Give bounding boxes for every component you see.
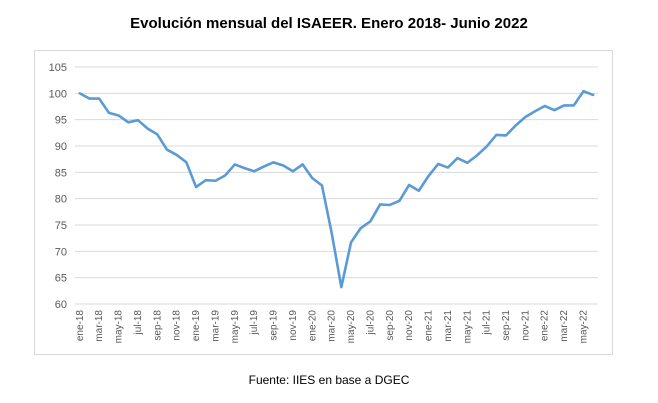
x-tick-label: nov-20: [404, 310, 415, 341]
x-tick-label: mar-21: [443, 310, 454, 342]
y-tick-label: 80: [55, 194, 67, 206]
y-axis-ticks: 60 65 70 75 80 85 90 95 100 105: [49, 62, 67, 311]
x-tick-label: jul-19: [249, 310, 260, 336]
y-tick-label: 75: [55, 220, 67, 232]
x-tick-label: nov-18: [172, 310, 183, 341]
x-tick-label: ene-19: [191, 310, 202, 342]
y-tick-label: 95: [55, 115, 67, 127]
x-tick-label: may-20: [346, 310, 357, 344]
x-tick-label: jul-21: [482, 310, 493, 336]
x-tick-label: ene-21: [424, 310, 435, 342]
source-note: Fuente: IIES en base a DGEC: [248, 373, 410, 387]
x-tick-label: jul-20: [365, 310, 376, 336]
x-tick-label: sep-20: [385, 310, 396, 341]
x-tick-label: may-19: [230, 310, 241, 344]
chart-title: Evolución mensual del ISAEER. Enero 2018…: [130, 15, 528, 32]
chart-border: [34, 50, 613, 355]
x-tick-label: nov-19: [288, 310, 299, 341]
x-tick-label: sep-18: [152, 310, 163, 341]
x-tick-label: ene-18: [75, 310, 86, 342]
x-tick-label: mar-19: [210, 310, 221, 342]
x-tick-label: may-22: [578, 310, 589, 344]
x-tick-label: ene-22: [540, 310, 551, 342]
y-tick-label: 65: [55, 273, 67, 285]
x-tick-label: may-21: [462, 310, 473, 344]
x-tick-label: sep-19: [269, 310, 280, 341]
x-tick-label: may-18: [114, 310, 125, 344]
y-tick-label: 100: [49, 88, 67, 100]
y-tick-label: 105: [49, 62, 67, 74]
x-axis-ticks: ene-18 mar-18 may-18 jul-18 sep-18 nov-18 ene-…: [75, 310, 590, 344]
series-line: [78, 89, 595, 289]
series-layer: [78, 89, 595, 289]
x-tick-label: mar-22: [559, 310, 570, 342]
gridlines: [75, 66, 598, 305]
y-tick-label: 85: [55, 167, 67, 179]
y-tick-label: 70: [55, 246, 67, 258]
x-tick-label: sep-21: [501, 310, 512, 341]
y-tick-label: 60: [55, 299, 67, 311]
x-tick-label: mar-20: [327, 310, 338, 342]
x-tick-label: mar-18: [94, 310, 105, 342]
x-tick-label: nov-21: [520, 310, 531, 341]
x-tick-label: jul-18: [133, 310, 144, 336]
y-tick-label: 90: [55, 141, 67, 153]
x-tick-label: ene-20: [307, 310, 318, 342]
